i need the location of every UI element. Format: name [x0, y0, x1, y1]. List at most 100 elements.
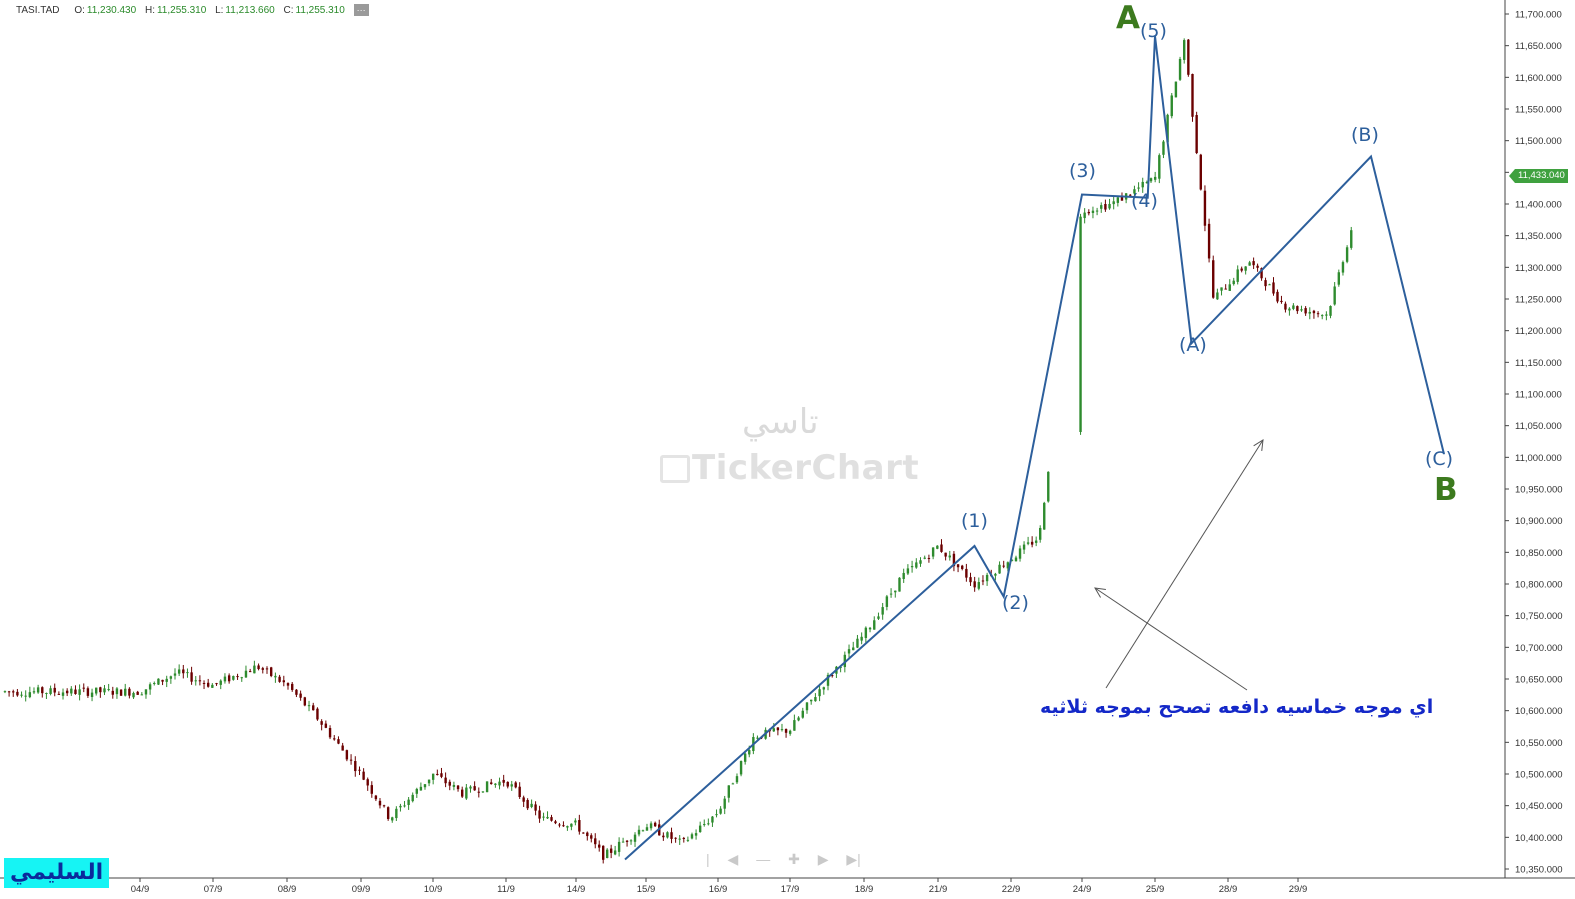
y-tick-label: 11,700.000 — [1515, 10, 1562, 21]
candle-body — [1018, 548, 1022, 559]
nav-back-icon[interactable]: ◀ — [727, 851, 739, 867]
candle-body — [965, 568, 968, 578]
candle-body — [719, 808, 722, 814]
candle-body — [202, 682, 206, 684]
candle-body — [395, 808, 398, 819]
candle-body — [248, 671, 252, 673]
candle-body — [906, 568, 910, 574]
candle-body — [1260, 268, 1263, 279]
candle-body — [554, 821, 557, 824]
candle-body — [1026, 542, 1030, 544]
candle-body — [570, 823, 573, 827]
watermark-chart-icon — [660, 455, 690, 483]
candle-body — [61, 692, 65, 696]
y-tick-label: 11,400.000 — [1515, 200, 1562, 211]
candle-body — [173, 673, 177, 676]
candle-body — [24, 695, 27, 697]
candle-body — [670, 832, 673, 839]
candle-body — [1252, 261, 1255, 266]
nav-start-icon[interactable]: | — [706, 851, 710, 867]
corrective-wave-line — [1154, 36, 1445, 455]
candle-body — [477, 791, 480, 793]
candle-body — [1166, 114, 1169, 143]
candle-body — [847, 649, 851, 654]
candle-body — [526, 800, 529, 809]
candle-body — [952, 553, 956, 567]
x-tick-label: 08/9 — [278, 884, 297, 895]
more-button[interactable]: ··· — [353, 4, 369, 16]
candle-body — [1030, 541, 1034, 545]
candle-body — [727, 785, 730, 798]
candle-body — [1174, 81, 1178, 98]
candle-body — [715, 814, 718, 816]
candle-body — [662, 835, 665, 838]
y-tick-label: 11,550.000 — [1515, 105, 1562, 116]
wave-label-4: (4) — [1131, 190, 1158, 212]
candle-body — [1022, 544, 1026, 550]
candle-body — [286, 683, 290, 686]
wave-label-2: (2) — [1002, 592, 1029, 614]
candle-body — [366, 779, 369, 786]
candle-body — [452, 784, 456, 787]
candle-body — [776, 727, 780, 731]
candle-body — [244, 670, 248, 678]
arrow-to-correction-head — [1253, 439, 1264, 451]
candle-body — [1341, 262, 1345, 273]
candle-body — [303, 697, 307, 706]
candle-body — [1256, 265, 1259, 268]
candle-body — [686, 839, 690, 841]
zoom-out-icon[interactable]: — — [756, 851, 771, 867]
candle-body — [633, 834, 637, 842]
candle-body — [1108, 203, 1111, 209]
candle-body — [1153, 176, 1157, 180]
candle-body — [969, 577, 972, 583]
candle-body — [1207, 223, 1211, 259]
elliott-wave-lines — [624, 36, 1445, 861]
candle-body — [177, 669, 181, 674]
candle-body — [994, 573, 997, 576]
low-label: L: — [215, 4, 224, 16]
candle-body — [354, 761, 357, 772]
wave-label-a: (A) — [1179, 334, 1207, 356]
candle-body — [1120, 196, 1124, 201]
candle-body — [843, 654, 847, 668]
candle-body — [609, 848, 613, 853]
zoom-in-icon[interactable]: ✚ — [788, 851, 800, 867]
candle-body — [1039, 527, 1042, 540]
candle-body — [927, 557, 931, 559]
candle-body — [748, 750, 751, 755]
y-tick-label: 10,550.000 — [1515, 738, 1563, 749]
x-tick-label: 10/9 — [424, 884, 443, 895]
candle-body — [1095, 210, 1099, 212]
candle-body — [1228, 284, 1231, 291]
nav-forward-icon[interactable]: ▶ — [817, 851, 829, 867]
candle-body — [522, 797, 525, 802]
candle-body — [637, 829, 641, 835]
candle-body — [128, 688, 131, 696]
chart-navigator[interactable]: | ◀ — ✚ ▶ ▶| — [706, 851, 875, 868]
candle-body — [1187, 39, 1190, 75]
candle-body — [956, 564, 960, 568]
nav-end-icon[interactable]: ▶| — [846, 851, 861, 867]
candle-body — [1191, 73, 1194, 117]
candle-body — [485, 781, 489, 793]
y-tick-label: 11,250.000 — [1515, 295, 1562, 306]
candle-body — [860, 636, 863, 641]
candle-body — [82, 687, 85, 689]
candle-body — [431, 773, 435, 780]
candle-body — [382, 805, 386, 807]
candle-body — [1079, 216, 1082, 432]
candle-body — [586, 832, 589, 837]
x-tick-label: 04/9 — [131, 884, 150, 895]
candle-body — [518, 786, 521, 797]
candle-body — [111, 690, 114, 695]
x-tick-label: 28/9 — [1219, 884, 1238, 895]
candle-body — [328, 728, 332, 738]
candle-body — [940, 544, 943, 552]
candle-body — [157, 678, 160, 685]
candle-body — [320, 721, 323, 725]
y-tick-label: 10,500.000 — [1515, 770, 1563, 781]
y-tick-label: 10,600.000 — [1515, 706, 1563, 717]
candle-body — [440, 773, 443, 777]
